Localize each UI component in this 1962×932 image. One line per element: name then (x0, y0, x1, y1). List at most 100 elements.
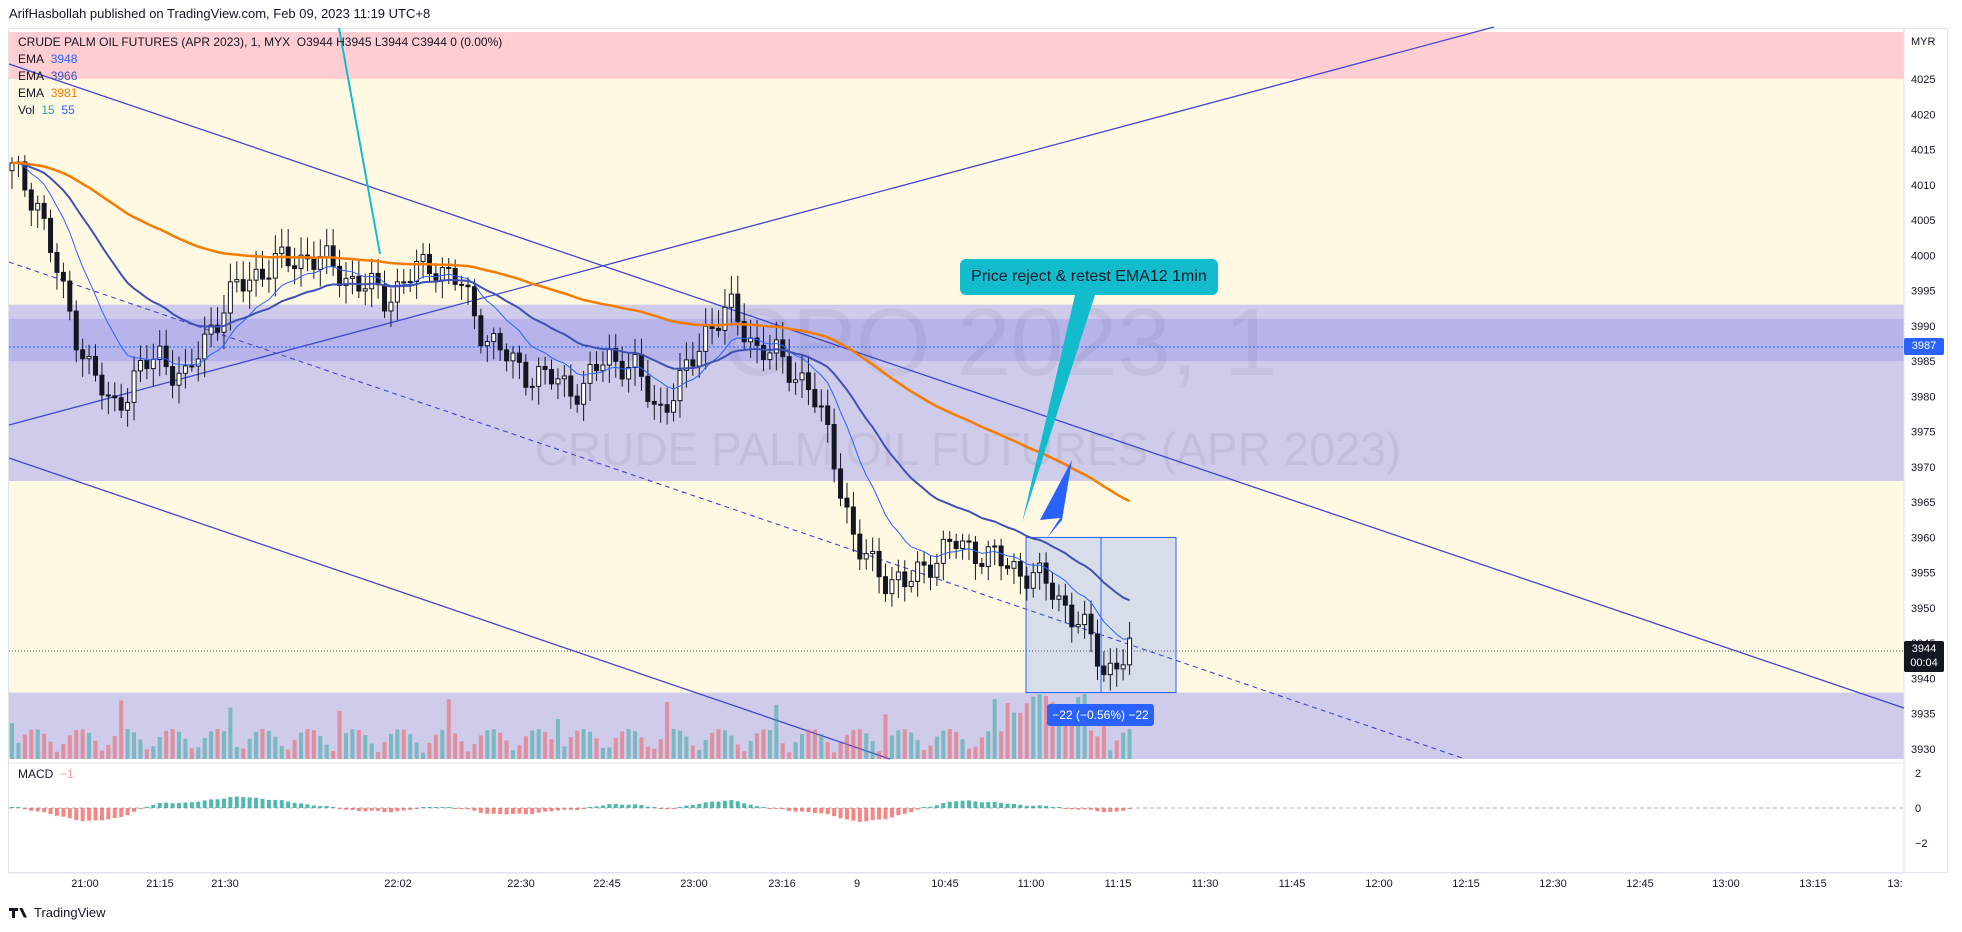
candle-body (272, 253, 278, 279)
callout-annotation[interactable]: Price reject & retest EMA12 1min (960, 259, 1218, 295)
volume-bar (395, 729, 400, 759)
macd-bar (1024, 805, 1029, 808)
macd-bar (825, 808, 830, 815)
legend-vol[interactable]: Vol 15 55 (18, 102, 502, 119)
candle-body (831, 423, 837, 470)
macd-bar (562, 808, 567, 810)
volume-bar (671, 729, 676, 759)
candle-body (150, 358, 156, 370)
measure-label[interactable]: −22 (−0.56%) −22 (1047, 704, 1154, 726)
callout-pointer (1022, 295, 1095, 523)
candle-body (870, 550, 876, 555)
macd-bar (620, 804, 625, 808)
candle-body (581, 382, 587, 405)
macd-bar (176, 802, 181, 808)
ema-slow-line (12, 161, 1131, 503)
volume-bar (819, 734, 824, 759)
volume-bar (29, 729, 34, 759)
volume-bar (684, 736, 689, 759)
legend-ema-2[interactable]: EMA 3966 (18, 68, 502, 85)
macd-bar (543, 808, 548, 812)
candle-body (728, 293, 734, 308)
volume-bar (388, 733, 393, 759)
volume-bar (331, 750, 336, 759)
macd-bar (311, 805, 316, 808)
volume-bar (459, 741, 464, 759)
volume-bar (697, 749, 702, 759)
legend-symbol-row[interactable]: CRUDE PALM OIL FUTURES (APR 2023), 1, MY… (18, 35, 503, 49)
macd-bar (87, 808, 92, 821)
macd-bar (1056, 807, 1061, 808)
volume-bar (292, 739, 297, 759)
macd-bar (748, 804, 753, 808)
volume-bars (10, 694, 1132, 759)
volume-bar (1069, 704, 1074, 759)
candle-body (388, 301, 394, 312)
volume-bar (774, 704, 779, 759)
macd-bar (902, 808, 907, 814)
volume-bar (838, 743, 843, 759)
ema-fast-line (11, 162, 1130, 640)
candle-body (921, 561, 927, 566)
candle-body (157, 345, 163, 360)
volume-bar (761, 729, 766, 759)
candle-body (1037, 562, 1043, 574)
volume-bar (652, 748, 657, 759)
macd-bar (144, 806, 149, 808)
candle-body (696, 350, 702, 367)
macd-bar (800, 808, 805, 812)
macd-bar (446, 807, 451, 808)
candle-body (137, 359, 143, 372)
candle-body (163, 345, 169, 368)
candle-body (812, 389, 818, 408)
macd-legend[interactable]: MACD −1 (18, 767, 74, 781)
candle-body (240, 279, 246, 292)
candle-body (895, 571, 901, 581)
macd-bar (395, 808, 400, 812)
macd-bar (671, 808, 676, 809)
macd-bar (1063, 808, 1068, 809)
volume-bar (286, 749, 291, 759)
macd-bar (523, 808, 528, 815)
candle-body (786, 356, 792, 383)
volume-bar (42, 733, 47, 759)
candle-body (760, 344, 766, 361)
macd-bar (568, 808, 573, 810)
footer-brand[interactable]: TradingView (9, 905, 106, 920)
macd-bar (498, 808, 503, 815)
ema-label: EMA (18, 69, 45, 83)
candle-body (86, 355, 92, 360)
volume-bar (228, 707, 233, 759)
candle-body (369, 272, 375, 290)
candle-body (1030, 572, 1036, 589)
macd-bar (266, 799, 271, 808)
macd-bar (234, 796, 239, 808)
volume-bar (112, 736, 117, 759)
candle-body (324, 245, 330, 258)
ema-mid-line (12, 161, 1130, 602)
volume-bar (151, 746, 156, 759)
candle-body (1114, 662, 1120, 670)
macd-bar (388, 808, 393, 813)
tradingview-logo-icon (9, 907, 29, 919)
candle-body (54, 251, 60, 273)
macd-bar (22, 808, 27, 810)
candle-body (773, 339, 779, 354)
time-tick-label: 11:30 (1192, 878, 1219, 890)
volume-bar (510, 750, 515, 759)
volume-bar (800, 734, 805, 759)
legend-ema-1[interactable]: EMA 3948 (18, 51, 502, 68)
candle-body (1127, 637, 1133, 666)
volume-bar (992, 699, 997, 759)
volume-bar (864, 733, 869, 759)
candle-body (600, 364, 606, 372)
candle-body (247, 279, 253, 292)
candle-body (259, 268, 265, 280)
macd-bar (247, 797, 252, 808)
price-tick-label: 4010 (1911, 180, 1935, 192)
macd-bar (677, 807, 682, 808)
legend-ema-3[interactable]: EMA 3981 (18, 85, 502, 102)
candle-body (1107, 662, 1113, 676)
candle-body (529, 385, 535, 388)
